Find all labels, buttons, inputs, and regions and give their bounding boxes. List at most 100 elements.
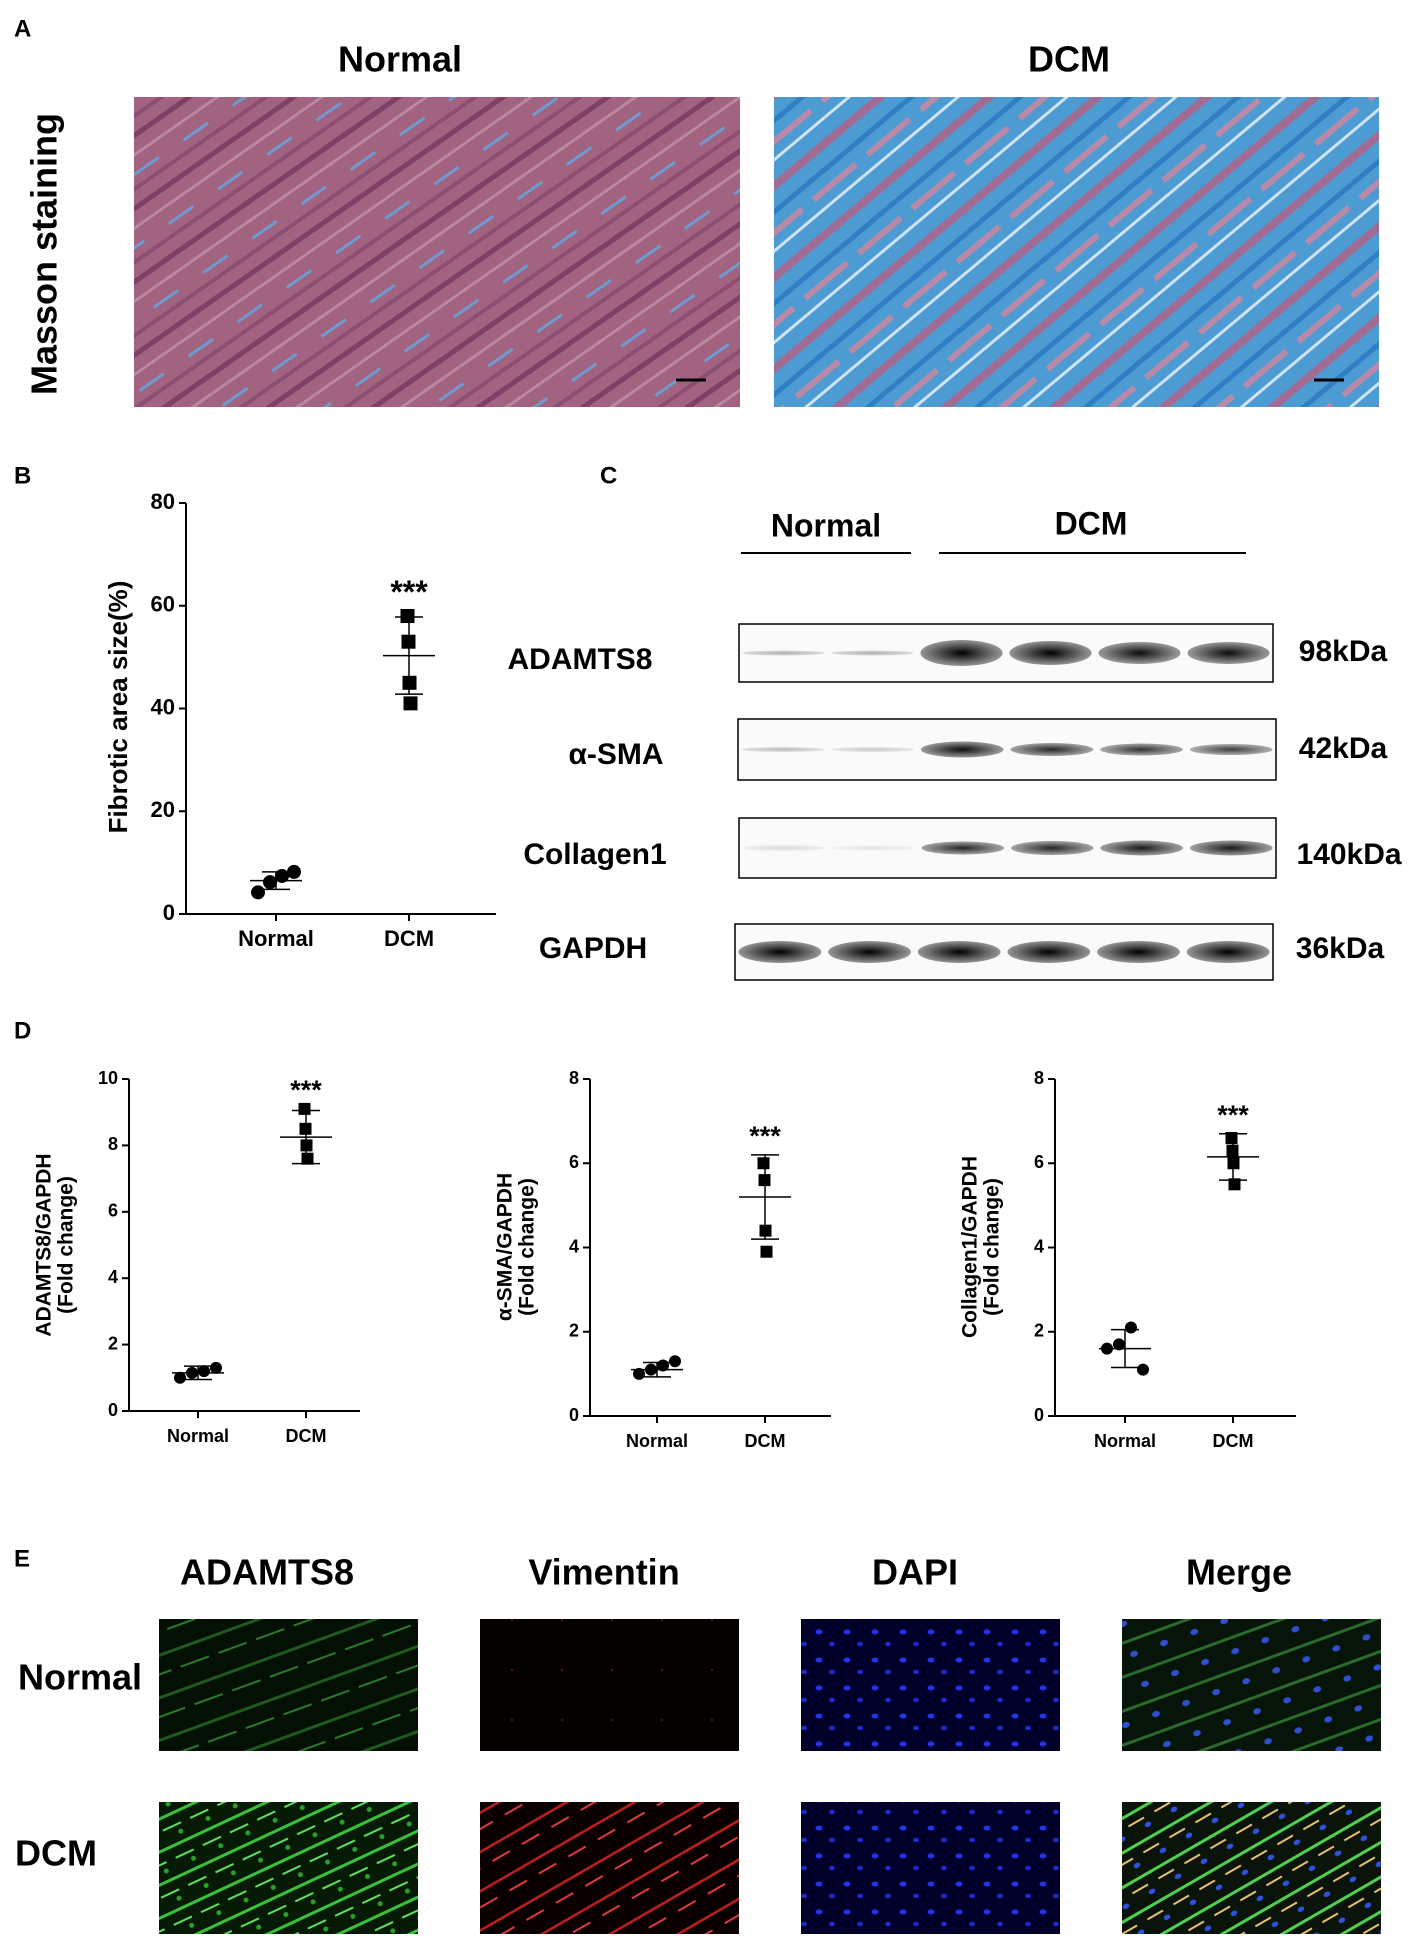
micrograph (774, 97, 1379, 407)
y-tick-label: 4 (1034, 1236, 1044, 1256)
micrograph (801, 1619, 1060, 1751)
panel-label: C (600, 462, 617, 489)
micrograph (159, 1802, 418, 1934)
blot-band (921, 841, 1005, 855)
y-tick-label: 40 (151, 694, 175, 719)
row-label: Masson staining (24, 113, 65, 395)
micrograph (134, 97, 740, 407)
data-point (402, 675, 417, 690)
row-label: DCM (15, 1833, 97, 1874)
y-tick-label: 8 (569, 1068, 579, 1088)
y-tick-label: 6 (1034, 1152, 1044, 1172)
y-tick-label: 8 (108, 1134, 118, 1154)
blot-band (1187, 642, 1270, 664)
y-tick-label: 2 (569, 1321, 579, 1341)
size-label: 36kDa (1296, 932, 1385, 965)
data-point (298, 1102, 311, 1115)
protein-label: GAPDH (539, 932, 647, 965)
size-label: 98kDa (1299, 635, 1388, 668)
y-axis-label: α-SMA/GAPDH (494, 1173, 517, 1321)
micrograph (480, 1802, 739, 1934)
y-tick-label: 0 (163, 900, 175, 925)
data-point (263, 875, 277, 890)
western-blot: ADAMTS8 98kDa α-SMA 42kDa Collagen1 140kDa GAP… (507, 623, 1402, 981)
data-point (757, 1157, 770, 1170)
x-tick-label: Normal (1094, 1431, 1156, 1451)
y-axis-label: (Fold change) (54, 1176, 77, 1314)
micrograph (801, 1802, 1060, 1934)
data-point (1225, 1131, 1238, 1144)
x-tick-label: DCM (384, 926, 434, 951)
data-point (186, 1366, 198, 1379)
data-point (1125, 1321, 1137, 1334)
data-point (759, 1224, 772, 1237)
micrograph (1122, 1619, 1381, 1751)
data-point (251, 885, 265, 900)
data-point (1137, 1363, 1149, 1376)
group-label: DCM (1055, 505, 1128, 541)
data-point (1226, 1144, 1239, 1157)
data-point (301, 1152, 314, 1165)
y-tick-label: 2 (1034, 1321, 1044, 1341)
blot-band (1189, 840, 1273, 856)
data-point (401, 634, 416, 649)
blot-band (831, 845, 915, 851)
y-axis-label: (Fold change) (980, 1178, 1003, 1316)
column-title: Merge (1186, 1552, 1292, 1593)
x-tick-label: DCM (1213, 1431, 1254, 1451)
data-point (657, 1359, 669, 1372)
blot-band (738, 941, 822, 963)
data-point (400, 609, 415, 624)
data-point (669, 1355, 681, 1368)
blot-band (1186, 941, 1270, 963)
column-title: DCM (1028, 39, 1110, 80)
blot-band (742, 650, 825, 656)
column-title: Normal (338, 39, 462, 80)
y-axis-label: Fibrotic area size(%) (103, 581, 133, 834)
panel-label: D (14, 1017, 31, 1044)
data-point (645, 1363, 657, 1376)
panel-label: B (14, 462, 31, 489)
x-tick-label: DCM (286, 1426, 327, 1446)
y-tick-label: 20 (151, 797, 175, 822)
blot-band (1100, 743, 1183, 756)
data-point (287, 864, 301, 879)
y-tick-label: 6 (108, 1201, 118, 1221)
blot-band (742, 845, 826, 851)
blot-band (1009, 641, 1092, 665)
significance: *** (290, 1075, 322, 1105)
row-label: Normal (18, 1657, 142, 1698)
column-title: Vimentin (528, 1552, 679, 1593)
y-tick-label: 80 (151, 489, 175, 514)
blot-band (831, 747, 914, 752)
data-point (760, 1245, 773, 1258)
significance: *** (1217, 1100, 1249, 1130)
x-tick-label: Normal (238, 926, 314, 951)
y-tick-label: 0 (569, 1405, 579, 1425)
data-point (1101, 1342, 1113, 1355)
y-tick-label: 2 (108, 1333, 118, 1353)
micrograph (159, 1619, 418, 1751)
data-point (758, 1174, 771, 1187)
blot-band (1098, 642, 1181, 664)
data-point (299, 1122, 312, 1135)
blot-band (828, 941, 911, 963)
size-label: 42kDa (1299, 732, 1388, 765)
blot-frame (738, 817, 1277, 879)
blot-band (1097, 941, 1180, 963)
data-point (403, 696, 418, 711)
blot-band (917, 941, 1001, 963)
y-axis-label: ADAMTS8/GAPDH (33, 1153, 56, 1336)
y-tick-label: 10 (98, 1068, 118, 1088)
micrograph (480, 1619, 739, 1751)
panel-label: E (14, 1545, 30, 1572)
blot-band (1007, 941, 1091, 963)
x-tick-label: Normal (626, 1431, 688, 1451)
blot-band (741, 747, 825, 752)
column-title: DAPI (872, 1552, 958, 1593)
data-point (300, 1139, 313, 1152)
y-tick-label: 6 (569, 1152, 579, 1172)
